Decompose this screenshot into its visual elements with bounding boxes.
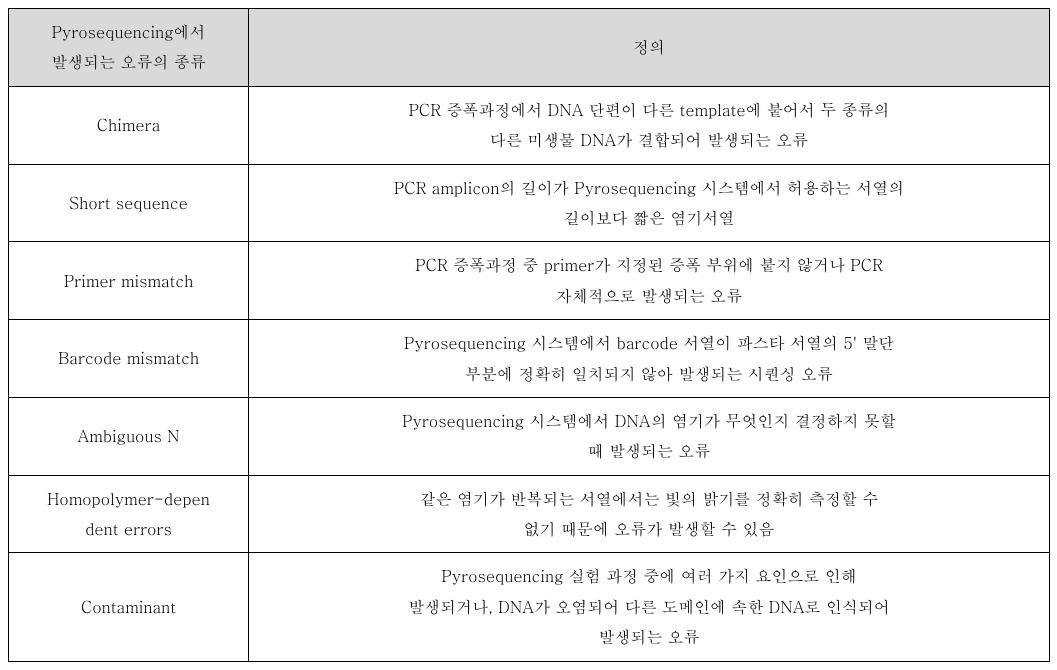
cell-type: Homopolymer-depen dent errors — [9, 475, 249, 553]
cell-definition: PCR 증폭과정 중 primer가 지정된 증폭 부위에 붙지 않거나 PCR… — [249, 242, 1050, 320]
def-line1: PCR amplicon의 길이가 Pyrosequencing 시스템에서 허… — [394, 176, 904, 199]
table-row: Chimera PCR 증폭과정에서 DNA 단편이 다른 template에 … — [9, 86, 1050, 164]
def-line1: 같은 염기가 반복되는 서열에서는 빛의 밝기를 정확히 측정할 수 — [420, 487, 879, 510]
table-header-row: Pyrosequencing에서 발생되는 오류의 종류 정의 — [9, 9, 1050, 87]
type-text: Primer mismatch — [64, 269, 194, 292]
table-row: Barcode mismatch Pyrosequencing 시스템에서 ba… — [9, 320, 1050, 398]
table-row: Ambiguous N Pyrosequencing 시스템에서 DNA의 염기… — [9, 397, 1050, 475]
table-row: Primer mismatch PCR 증폭과정 중 primer가 지정된 증… — [9, 242, 1050, 320]
def-line2: 부분에 정확히 일치되지 않아 발생되는 시퀀싱 오류 — [465, 362, 833, 385]
table-row: Homopolymer-depen dent errors 같은 염기가 반복되… — [9, 475, 1050, 553]
cell-type: Short sequence — [9, 164, 249, 242]
def-line2: 길이보다 짧은 염기서열 — [564, 206, 735, 229]
def-line1: PCR 증폭과정 중 primer가 지정된 증폭 부위에 붙지 않거나 PCR — [415, 253, 883, 276]
def-line1: Pyrosequencing 시스템에서 barcode 서열이 파스타 서열의… — [404, 331, 894, 354]
header-col2: 정의 — [633, 35, 665, 58]
cell-definition: PCR amplicon의 길이가 Pyrosequencing 시스템에서 허… — [249, 164, 1050, 242]
table-row: Short sequence PCR amplicon의 길이가 Pyroseq… — [9, 164, 1050, 242]
def-line2: 때 발생되는 오류 — [588, 439, 711, 462]
cell-type: Primer mismatch — [9, 242, 249, 320]
type-text: Barcode mismatch — [58, 346, 199, 369]
type-text: Short sequence — [69, 191, 188, 214]
cell-type: Ambiguous N — [9, 397, 249, 475]
def-line2: 없기 때문에 오류가 발생할 수 있음 — [524, 517, 775, 540]
def-line2: 다른 미생물 DNA가 결합되어 발생되는 오류 — [490, 128, 809, 151]
cell-definition: PCR 증폭과정에서 DNA 단편이 다른 template에 붙어서 두 종류… — [249, 86, 1050, 164]
type-text: Chimera — [97, 113, 161, 136]
header-col1-line2: 발생되는 오류의 종류 — [51, 50, 206, 73]
cell-definition: Pyrosequencing 시스템에서 barcode 서열이 파스타 서열의… — [249, 320, 1050, 398]
cell-type: Barcode mismatch — [9, 320, 249, 398]
error-types-table: Pyrosequencing에서 발생되는 오류의 종류 정의 Chimera … — [8, 8, 1050, 662]
header-col1-line1: Pyrosequencing에서 — [51, 20, 205, 43]
cell-definition: Pyrosequencing 실험 과정 중에 여러 가지 요인으로 인해 발생… — [249, 553, 1050, 661]
type-text: Contaminant — [81, 595, 176, 618]
def-line1: Pyrosequencing 시스템에서 DNA의 염기가 무엇인지 결정하지 … — [402, 409, 896, 432]
cell-type: Chimera — [9, 86, 249, 164]
type-line2: dent errors — [85, 517, 172, 540]
type-text: Ambiguous N — [78, 424, 180, 447]
cell-definition: 같은 염기가 반복되는 서열에서는 빛의 밝기를 정확히 측정할 수 없기 때문… — [249, 475, 1050, 553]
def-line2: 발생되거나, DNA가 오염되어 다른 도메인에 속한 DNA로 인식되어 — [408, 595, 890, 618]
cell-type: Contaminant — [9, 553, 249, 661]
header-error-type: Pyrosequencing에서 발생되는 오류의 종류 — [9, 9, 249, 87]
type-line1: Homopolymer-depen — [47, 487, 210, 510]
def-line2: 자체적으로 발생되는 오류 — [556, 284, 743, 307]
def-line1: Pyrosequencing 실험 과정 중에 여러 가지 요인으로 인해 — [441, 564, 856, 587]
def-line1: PCR 증폭과정에서 DNA 단편이 다른 template에 붙어서 두 종류… — [408, 98, 889, 121]
header-definition: 정의 — [249, 9, 1050, 87]
cell-definition: Pyrosequencing 시스템에서 DNA의 염기가 무엇인지 결정하지 … — [249, 397, 1050, 475]
table-row: Contaminant Pyrosequencing 실험 과정 중에 여러 가… — [9, 553, 1050, 661]
